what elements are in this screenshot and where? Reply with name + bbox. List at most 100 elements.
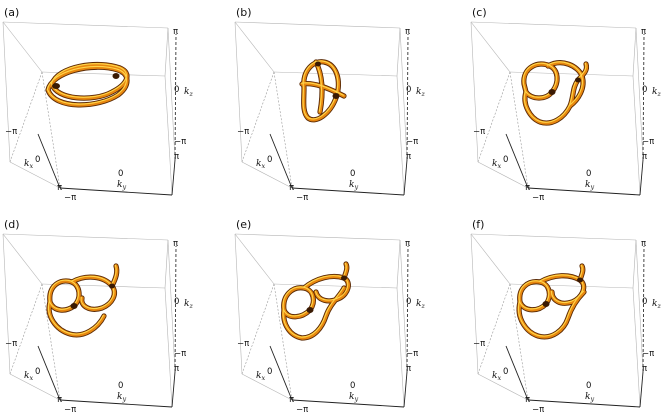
ky-sub: y [589, 183, 594, 191]
kz-axis-label: kz [184, 299, 193, 310]
ky-axis-label: ky [585, 392, 594, 403]
kx-axis-line [37, 345, 61, 401]
kx-tick-zero: 0 [35, 367, 40, 377]
box-edge [470, 21, 511, 73]
ky-tick-pi: π [642, 152, 647, 162]
kz-tick-pi: π [405, 239, 410, 249]
box-edge [164, 287, 173, 408]
kx-main: k [492, 159, 497, 169]
ky-axis-line [59, 187, 173, 196]
box-edge [477, 373, 529, 401]
box-edge [470, 233, 637, 241]
loop-highlight [517, 290, 584, 337]
kx-tick-neg-pi: −π [5, 127, 17, 137]
box-edge [470, 21, 637, 29]
loop-highlight [522, 62, 557, 98]
panel-label: (e) [236, 218, 251, 231]
box-edge [41, 71, 61, 189]
box-edge [273, 283, 293, 401]
touching-point [70, 303, 78, 309]
kz-tick-zero: 0 [642, 297, 647, 307]
kz-sub: z [420, 90, 425, 98]
ky-tick-neg-pi: −π [532, 405, 544, 415]
box-edge [2, 21, 169, 29]
loop-highlight [50, 63, 127, 98]
kx-tick-zero: 0 [267, 155, 272, 165]
kz-tick-neg-pi: −π [406, 137, 418, 147]
kx-main: k [24, 371, 29, 381]
box-edge [635, 239, 644, 373]
kx-sub: x [261, 162, 265, 170]
kz-main: k [652, 299, 657, 309]
touching-point [548, 89, 556, 95]
kx-sub: x [29, 374, 33, 382]
box-edge [234, 21, 243, 163]
front-edge-line [171, 159, 176, 196]
kz-axis-line [174, 33, 177, 161]
touching-point [577, 277, 583, 283]
box-edge [396, 239, 401, 289]
kx-sub: x [497, 374, 501, 382]
ky-axis-line [291, 187, 405, 196]
panel-label: (b) [236, 6, 252, 19]
ky-tick-zero: 0 [586, 381, 591, 391]
touching-point [109, 283, 115, 289]
box-edge [234, 21, 275, 73]
ky-tick-neg-pi: −π [296, 405, 308, 415]
kz-sub: z [188, 90, 193, 98]
kx-tick-zero: 0 [503, 367, 508, 377]
kx-sub: x [261, 374, 265, 382]
box-edge [9, 283, 43, 375]
touching-point [315, 61, 321, 67]
kz-tick-neg-pi: −π [406, 349, 418, 359]
box-edge [632, 27, 637, 77]
kz-sub: z [420, 302, 425, 310]
kz-axis-line [642, 245, 645, 373]
box-edge [470, 233, 511, 285]
kz-tick-pi: π [641, 27, 646, 37]
box-edge [2, 233, 169, 241]
ky-tick-pi: π [174, 364, 179, 374]
ky-sub: y [353, 395, 358, 403]
kx-axis-label: kx [492, 371, 501, 382]
kz-main: k [652, 87, 657, 97]
kx-tick-neg-pi: −π [473, 339, 485, 349]
box-edge [396, 287, 405, 408]
kz-main: k [184, 299, 189, 309]
kx-tick-zero: 0 [503, 155, 508, 165]
kx-main: k [492, 371, 497, 381]
ky-tick-pi: π [406, 152, 411, 162]
box-edge [2, 233, 43, 285]
kz-tick-zero: 0 [406, 85, 411, 95]
ky-tick-zero: 0 [350, 169, 355, 179]
kx-main: k [256, 371, 261, 381]
ky-tick-pi: π [642, 364, 647, 374]
box-edge [167, 239, 176, 373]
ky-tick-neg-pi: −π [64, 405, 76, 415]
touching-point [341, 275, 347, 281]
box-edge [632, 287, 641, 408]
kx-sub: x [497, 162, 501, 170]
kx-tick-pi: π [57, 395, 62, 405]
kz-tick-pi: π [173, 27, 178, 37]
panel-label: (c) [472, 6, 487, 19]
box-edge [2, 21, 11, 163]
loop-highlight [70, 275, 115, 309]
kz-axis-label: kz [652, 87, 661, 98]
loop-body [50, 62, 129, 100]
nodal-loop [516, 263, 587, 340]
kx-tick-pi: π [289, 395, 294, 405]
kz-sub: z [656, 90, 661, 98]
kx-tick-pi: π [289, 183, 294, 193]
box-edge [635, 27, 644, 161]
box-edge [273, 71, 293, 189]
kz-tick-zero: 0 [174, 297, 179, 307]
kz-tick-pi: π [641, 239, 646, 249]
ky-main: k [585, 180, 590, 190]
kz-axis-line [406, 33, 409, 161]
ky-tick-zero: 0 [350, 381, 355, 391]
kx-main: k [256, 159, 261, 169]
